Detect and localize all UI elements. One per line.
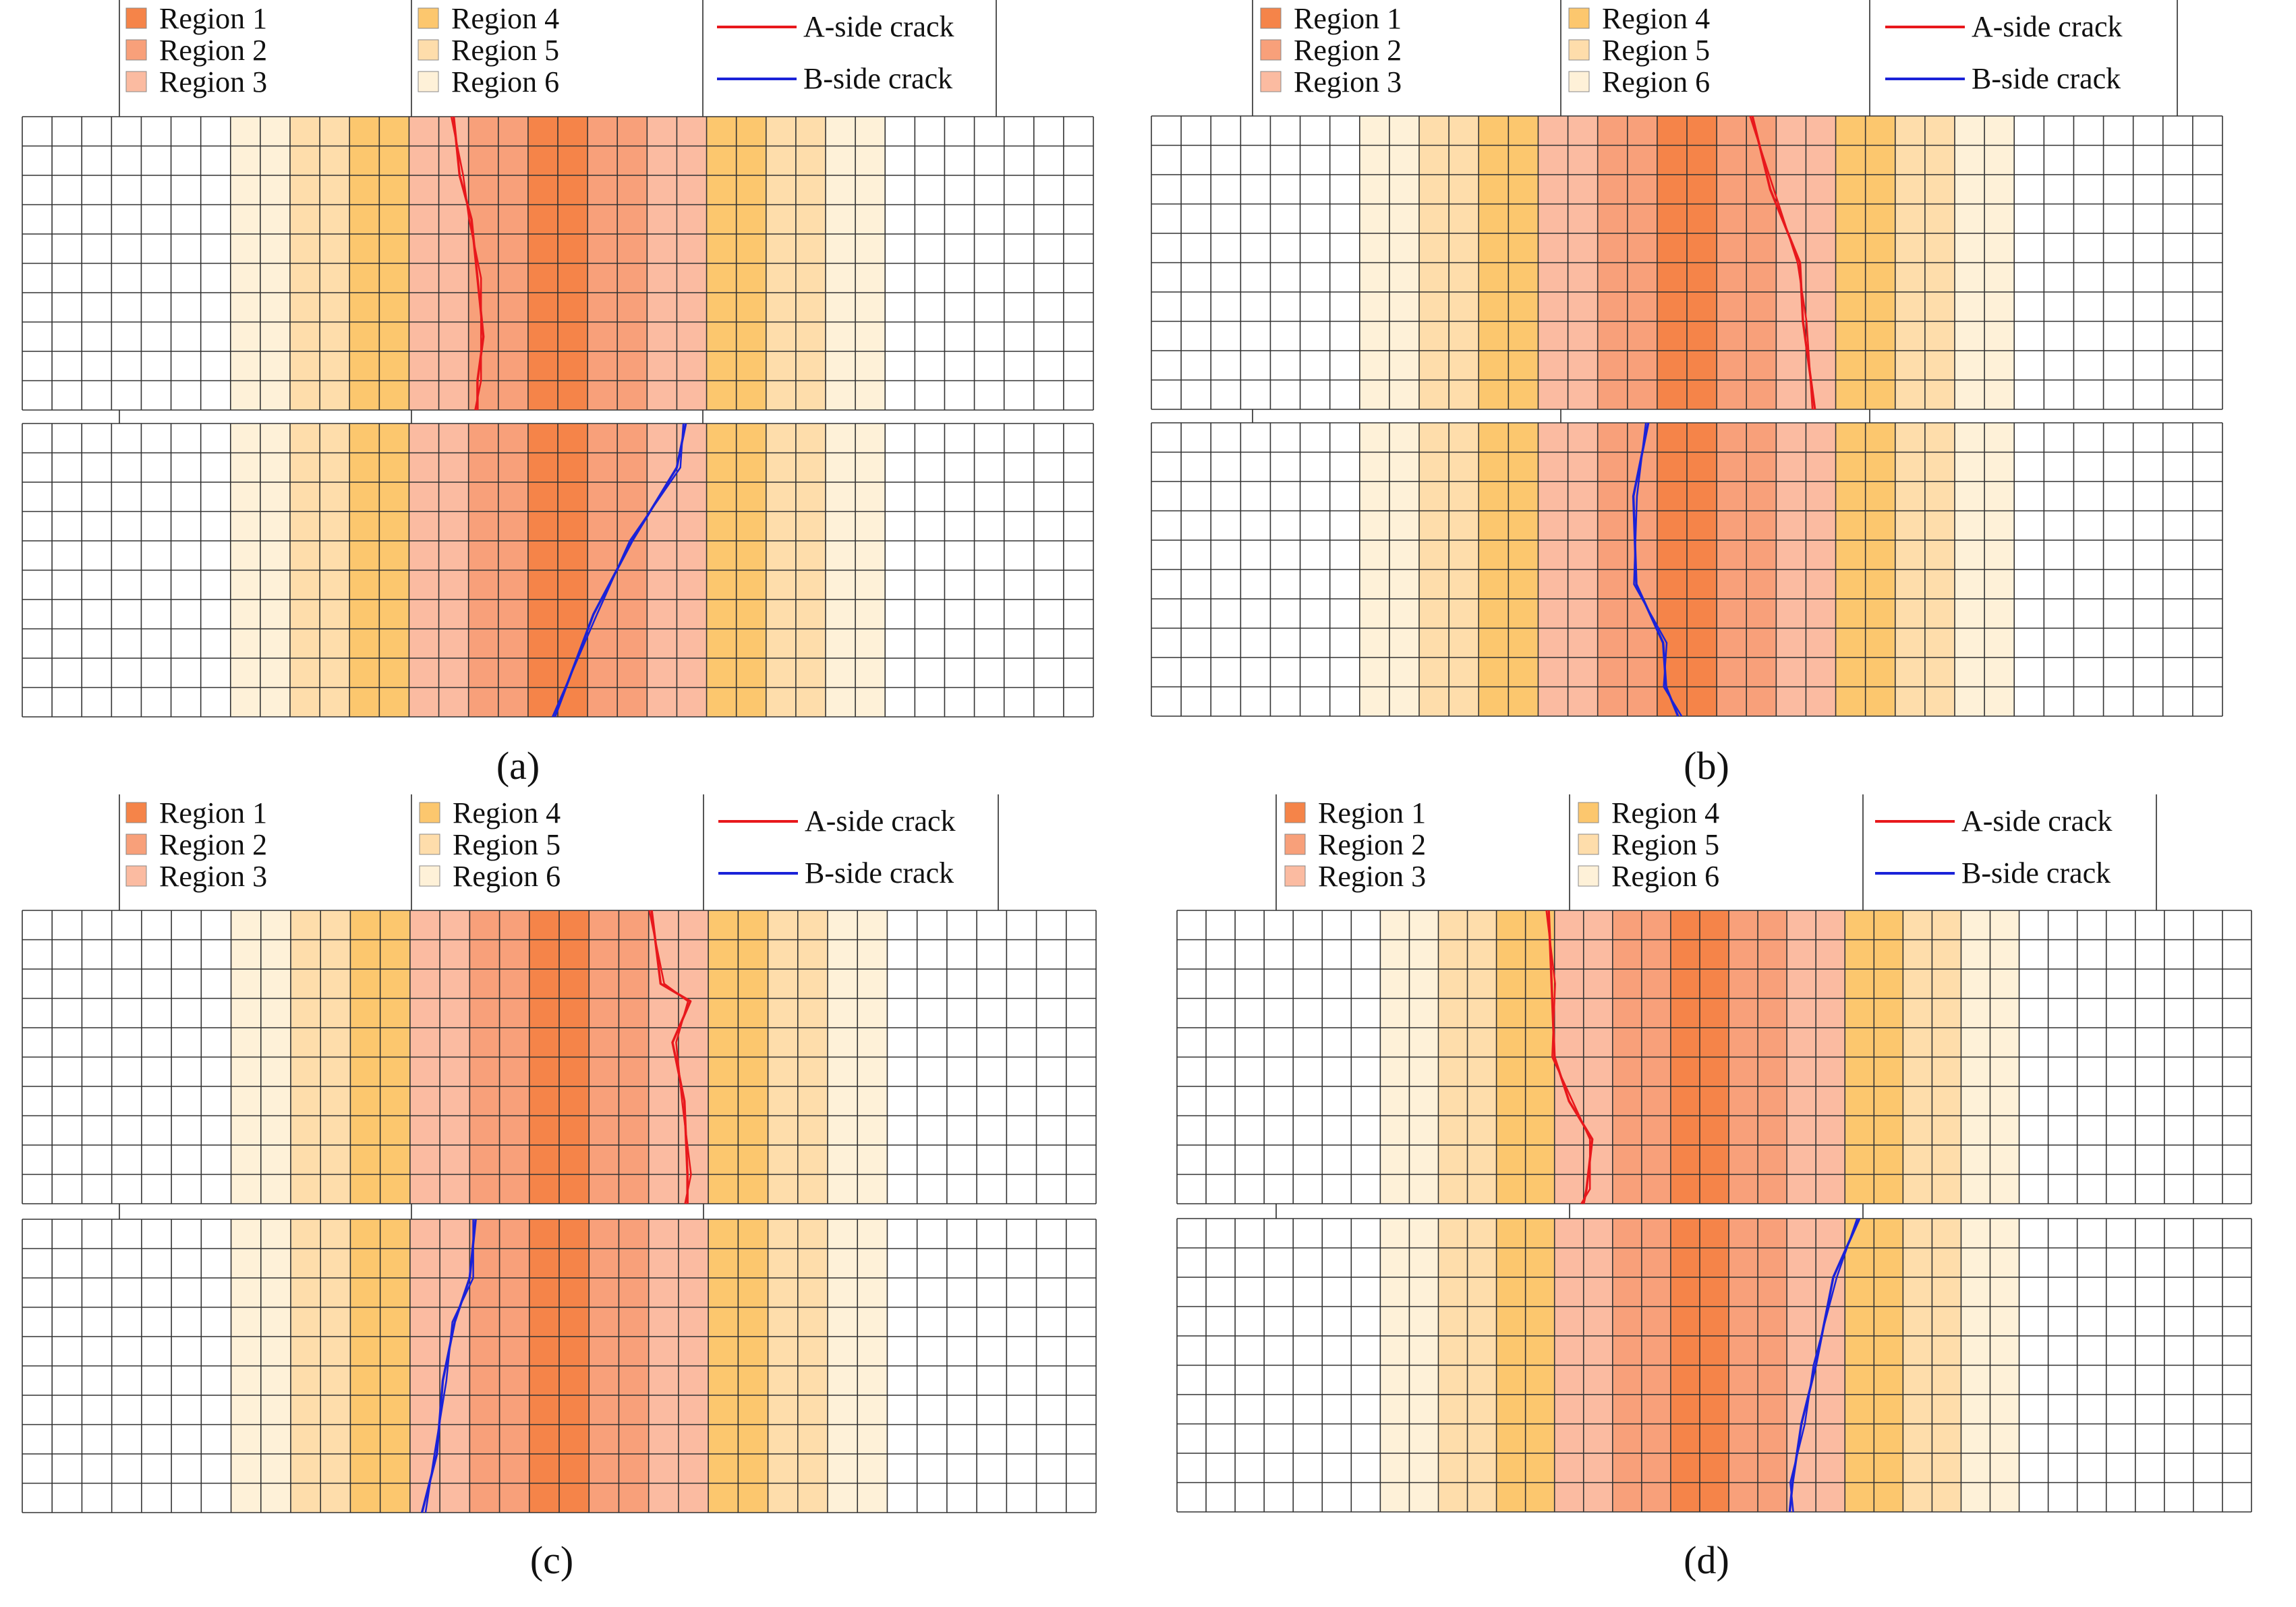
legend-label-region-4: Region 4 <box>451 2 559 35</box>
legend-swatch-region-6 <box>418 71 439 92</box>
legend-label-region-1: Region 1 <box>159 796 267 829</box>
legend-label-region-5: Region 5 <box>1611 828 1719 861</box>
legend-swatch-region-3 <box>1260 71 1282 92</box>
a-side-crack-path <box>1751 115 1816 410</box>
legend-swatch-region-5 <box>419 834 440 855</box>
legend-swatch-region-4 <box>419 802 440 823</box>
legend-label-region-1: Region 1 <box>1318 796 1426 829</box>
legend-label-region-5: Region 5 <box>451 34 559 67</box>
a-side-grid <box>1176 910 2252 1204</box>
a-side-crack-legend-label: A-side crack <box>805 805 956 838</box>
mesh-lines <box>22 423 1094 718</box>
b-side-crack-legend-label: B-side crack <box>805 856 954 889</box>
legend-swatch-region-1 <box>125 802 147 823</box>
legend-label-region-4: Region 4 <box>453 796 561 829</box>
b-side-crack-branch <box>1633 422 1683 717</box>
legend-swatch-region-2 <box>125 39 147 61</box>
legend-swatch-region-6 <box>419 865 440 887</box>
a-side-crack-legend-label: A-side crack <box>1961 805 2113 838</box>
a-side-crack-legend-label: A-side crack <box>803 10 954 43</box>
legend-label-region-2: Region 2 <box>1318 828 1426 861</box>
b-side-grid <box>22 423 1094 718</box>
b-side-grid <box>22 1219 1097 1513</box>
a-side-grid <box>1151 115 2223 410</box>
a-side-crack-path <box>650 910 692 1204</box>
legend-swatch-region-3 <box>125 71 147 92</box>
legend-label-region-3: Region 3 <box>1294 65 1402 98</box>
panel-caption: (d) <box>1684 1538 1729 1582</box>
legend-label-region-1: Region 1 <box>159 2 267 35</box>
legend-swatch-region-4 <box>1578 802 1599 823</box>
legend-label-region-2: Region 2 <box>1294 34 1402 67</box>
a-side-crack-legend-label: A-side crack <box>1972 10 2123 43</box>
b-side-crack-legend-label: B-side crack <box>1961 856 2111 889</box>
legend-swatch-region-6 <box>1568 71 1590 92</box>
panel-caption: (a) <box>496 744 540 788</box>
a-side-crack-branch <box>1545 910 1591 1204</box>
legend-label-region-3: Region 3 <box>1318 860 1426 893</box>
legend-swatch-region-1 <box>1260 7 1282 29</box>
a-side-grid <box>22 910 1097 1204</box>
legend-swatch-region-3 <box>125 865 147 887</box>
legend-swatch-region-4 <box>418 7 439 29</box>
legend-label-region-4: Region 4 <box>1602 2 1710 35</box>
legend-label-region-2: Region 2 <box>159 828 267 861</box>
mesh-lines <box>1151 422 2223 717</box>
b-side-grid <box>1176 1218 2252 1513</box>
legend-label-region-6: Region 6 <box>451 65 559 98</box>
legend-swatch-region-2 <box>1284 834 1306 855</box>
b-side-grid <box>1151 422 2223 717</box>
mesh-lines <box>1176 910 2252 1204</box>
legend-label-region-1: Region 1 <box>1294 2 1402 35</box>
mesh-lines <box>22 1219 1097 1513</box>
legend-swatch-region-1 <box>1284 802 1306 823</box>
b-side-crack-legend-label: B-side crack <box>1972 62 2121 95</box>
b-side-crack-branch <box>1789 1218 1858 1513</box>
legend-label-region-6: Region 6 <box>1602 65 1710 98</box>
legend-label-region-4: Region 4 <box>1611 796 1719 829</box>
a-side-crack-path <box>1547 910 1594 1204</box>
a-side-crack-branch <box>450 116 482 411</box>
legend-label-region-3: Region 3 <box>159 860 267 893</box>
legend-swatch-region-1 <box>125 7 147 29</box>
legend-swatch-region-5 <box>1578 834 1599 855</box>
a-side-crack-branch <box>1749 115 1814 410</box>
a-side-crack-path <box>452 116 485 410</box>
panel-caption: (b) <box>1684 744 1729 788</box>
legend-label-region-5: Region 5 <box>1602 34 1710 67</box>
a-side-grid <box>22 116 1094 411</box>
b-side-crack-path <box>553 423 687 718</box>
mesh-lines <box>22 116 1094 411</box>
mesh-lines <box>22 910 1097 1204</box>
legend-swatch-region-3 <box>1284 865 1306 887</box>
mesh-lines <box>1176 1218 2252 1513</box>
legend-label-region-2: Region 2 <box>159 34 267 67</box>
legend-swatch-region-2 <box>1260 39 1282 61</box>
legend-label-region-3: Region 3 <box>159 65 267 98</box>
b-side-crack-branch <box>551 423 685 718</box>
mesh-lines <box>1151 115 2223 410</box>
legend-swatch-region-2 <box>125 834 147 855</box>
a-side-crack-branch <box>648 910 692 1204</box>
legend-swatch-region-4 <box>1568 7 1590 29</box>
legend-label-region-6: Region 6 <box>1611 860 1719 893</box>
legend-swatch-region-5 <box>418 39 439 61</box>
legend-swatch-region-6 <box>1578 865 1599 887</box>
legend-label-region-6: Region 6 <box>453 860 561 893</box>
panel-caption: (c) <box>530 1538 573 1582</box>
b-side-crack-legend-label: B-side crack <box>803 62 952 95</box>
legend-label-region-5: Region 5 <box>453 828 561 861</box>
legend-swatch-region-5 <box>1568 39 1590 61</box>
b-side-crack-branch <box>424 1219 474 1513</box>
